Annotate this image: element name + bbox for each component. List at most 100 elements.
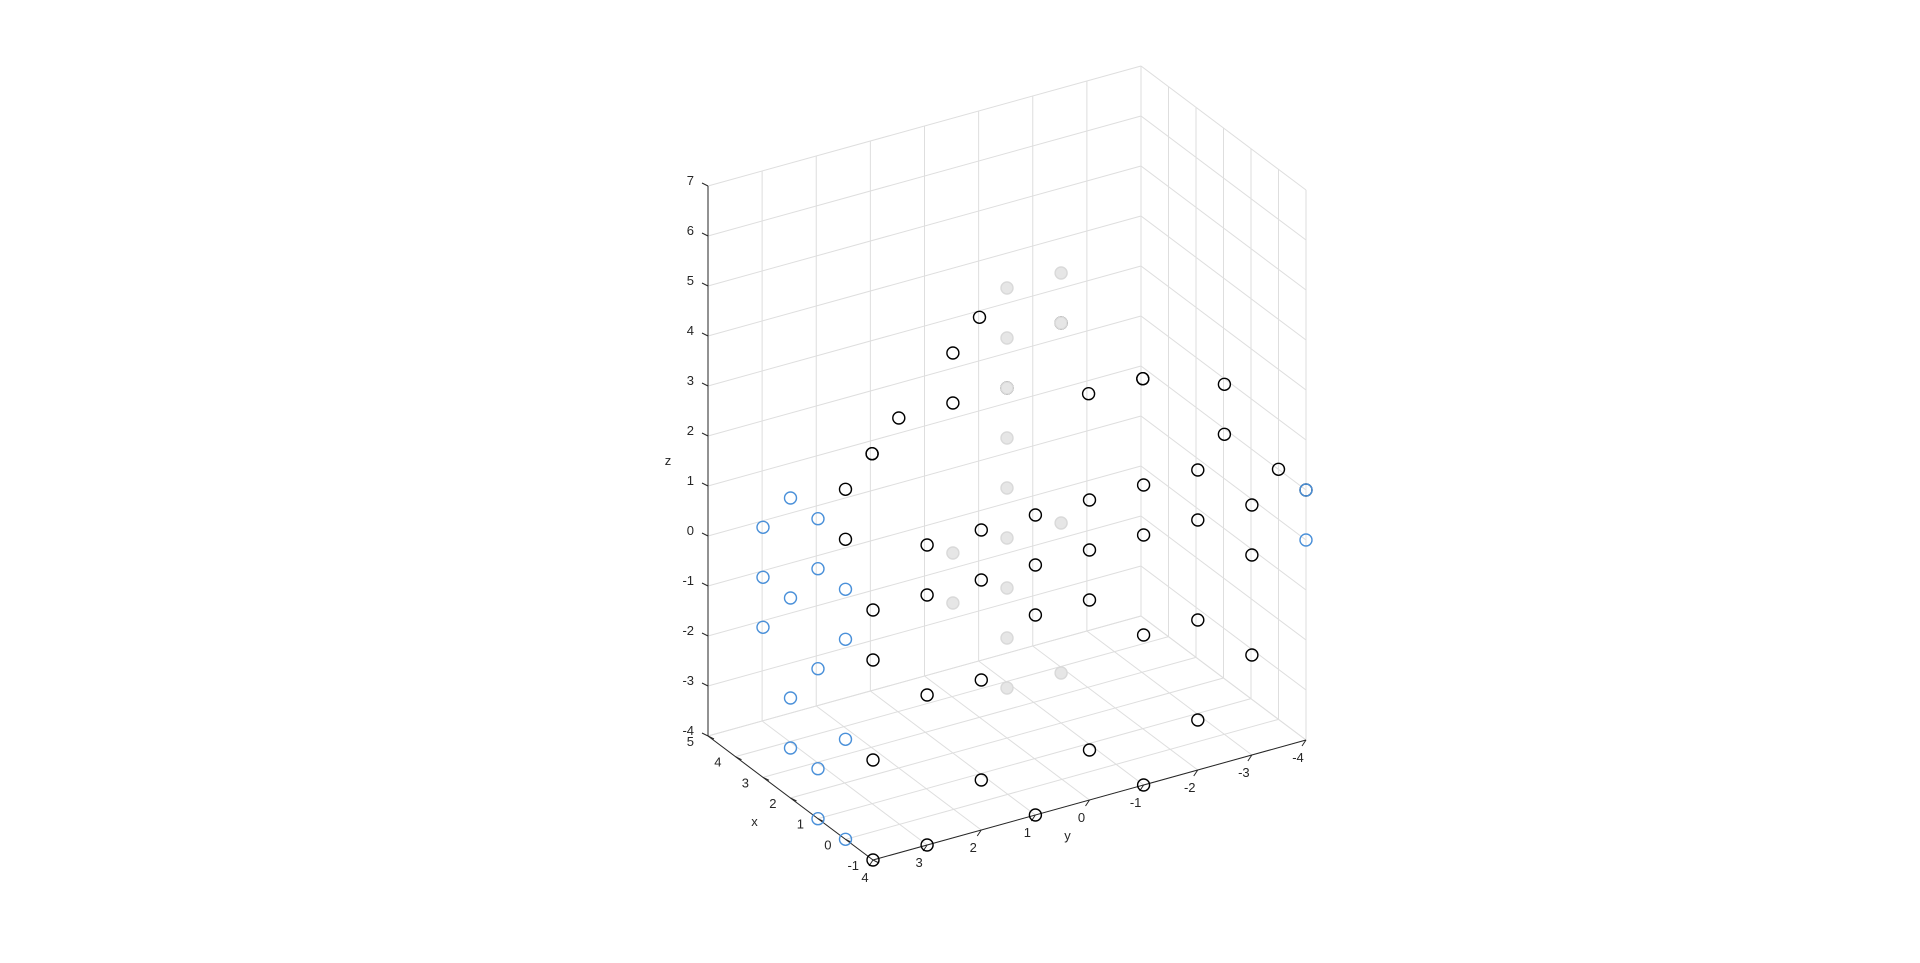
data-point-series-1	[974, 573, 988, 587]
data-point-series-1	[1191, 513, 1205, 527]
data-point-series-2	[838, 732, 853, 746]
data-point-series-3	[1054, 316, 1068, 330]
data-point-series-1	[920, 838, 934, 852]
z-tick	[701, 582, 709, 587]
z-tick	[701, 432, 709, 437]
y-tick	[976, 829, 982, 837]
z-tick	[701, 532, 709, 537]
data-point-series-2	[811, 562, 825, 576]
x-tick	[762, 776, 770, 781]
side-wall-gridline	[1140, 165, 1307, 291]
data-point-series-1	[972, 310, 987, 324]
z-tick-label: -1	[682, 573, 694, 588]
x-tick-label: 2	[769, 796, 776, 811]
z-tick	[701, 232, 709, 237]
data-point-series-1	[1136, 778, 1151, 792]
data-point-series-1	[920, 538, 934, 552]
back-wall-gridline	[707, 615, 1142, 737]
data-point-series-1	[1245, 648, 1259, 662]
z-tick-label: 1	[687, 473, 694, 488]
data-point-series-2	[811, 762, 825, 776]
data-point-series-3	[1000, 581, 1014, 595]
z-tick	[701, 282, 709, 287]
data-point-series-2	[838, 832, 853, 846]
axes	[701, 182, 1307, 867]
data-point-series-1	[920, 588, 934, 602]
data-point-series-2	[783, 491, 798, 505]
side-wall-gridline	[1140, 565, 1307, 691]
x-tick-label: -1	[847, 858, 859, 873]
data-point-series-1	[1136, 628, 1151, 642]
x-tick-label: 3	[742, 775, 749, 790]
data-point-series-2	[756, 570, 770, 584]
data-point-series-1	[866, 853, 880, 867]
x-tick	[735, 756, 742, 761]
data-point-series-1	[866, 753, 880, 767]
z-tick-label: 0	[687, 523, 694, 538]
z-tick-label: 3	[687, 373, 694, 388]
y-axis-label: y	[1064, 828, 1071, 843]
data-point-series-2	[783, 741, 798, 755]
z-tick-label: -4	[682, 723, 694, 738]
data-point-series-3	[1000, 531, 1014, 545]
data-point-series-1	[946, 346, 960, 360]
data-point-series-3	[1000, 681, 1014, 695]
data-point-series-1	[838, 482, 853, 496]
data-point-series-1	[1191, 713, 1205, 727]
data-point-series-2	[783, 691, 798, 705]
back-wall-gridline	[707, 265, 1142, 387]
y-tick-label: -3	[1238, 765, 1250, 780]
data-point-series-1	[1028, 608, 1043, 622]
x-tick-label: 4	[714, 755, 721, 770]
data-point-series-1	[1191, 613, 1205, 627]
z-tick	[701, 382, 709, 387]
back-wall-gridline	[707, 365, 1142, 487]
y-tick-label: 0	[1078, 810, 1085, 825]
y-tick-label: 3	[916, 855, 923, 870]
data-point-series-2	[811, 512, 825, 526]
data-point-series-1	[838, 532, 853, 546]
data-point-series-2	[811, 662, 825, 676]
back-wall-gridline	[707, 565, 1142, 687]
y-tick-label: 1	[1024, 825, 1031, 840]
data-point-series-1	[1245, 498, 1259, 512]
back-wall-gridline	[707, 215, 1142, 337]
back-wall-gridline	[707, 65, 1142, 187]
data-point-series-1	[1082, 743, 1097, 757]
back-wall-gridline	[707, 465, 1142, 587]
data-point-series-3	[1000, 281, 1014, 295]
y-tick-label: -2	[1184, 780, 1196, 795]
data-points	[756, 266, 1313, 867]
z-tick-label: -3	[682, 673, 694, 688]
data-point-series-1	[1245, 548, 1259, 562]
data-point-series-2	[1299, 533, 1313, 547]
data-point-series-1	[1136, 528, 1151, 542]
data-point-series-1	[946, 396, 960, 410]
data-point-series-1	[1028, 808, 1043, 822]
z-axis-label: z	[665, 453, 672, 468]
data-point-series-3	[1000, 631, 1014, 645]
side-wall-gridline	[1140, 515, 1307, 641]
floor-gridline	[870, 690, 1036, 816]
y-tick-label: 2	[970, 840, 977, 855]
data-point-series-1	[920, 688, 934, 702]
data-point-series-1	[866, 653, 880, 667]
z-tick	[701, 182, 709, 187]
data-point-series-1	[1028, 558, 1043, 572]
data-point-series-1	[1136, 478, 1151, 492]
data-point-series-3	[1000, 431, 1014, 445]
data-point-series-3	[946, 546, 960, 560]
z-tick-label: 6	[687, 223, 694, 238]
floor-gridline	[924, 675, 1090, 801]
data-point-series-1	[1081, 387, 1096, 401]
back-wall-gridline	[707, 415, 1142, 537]
data-point-series-2	[756, 620, 770, 634]
z-tick	[701, 682, 709, 687]
data-point-series-3	[1000, 381, 1014, 395]
y-tick	[1085, 799, 1090, 807]
x-tick-label: 1	[797, 817, 804, 832]
data-point-series-3	[1054, 666, 1068, 680]
data-point-series-2	[811, 812, 825, 826]
